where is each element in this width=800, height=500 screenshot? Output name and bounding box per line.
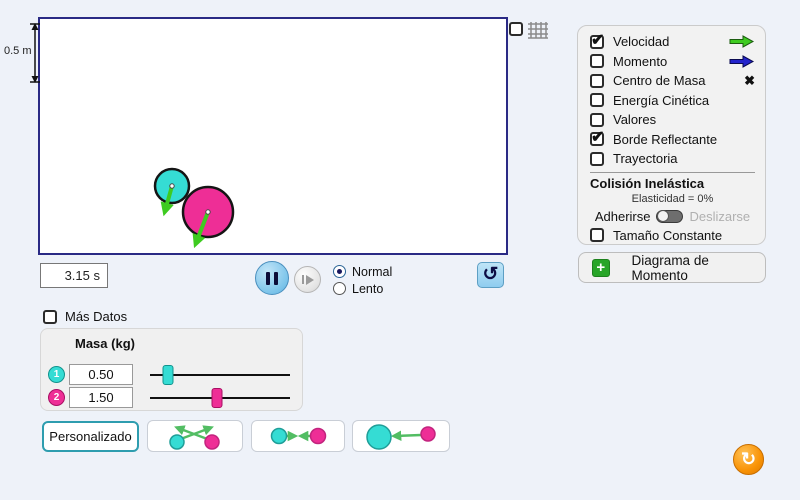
checkbox-row-kinetic-energy[interactable]: Energía Cinética — [590, 91, 755, 111]
elasticity-readout: Elasticidad = 0% — [631, 192, 714, 205]
step-forward-icon — [301, 275, 304, 284]
toggle-knob[interactable] — [657, 210, 670, 222]
kinetic-energy-label: Energía Cinética — [613, 92, 710, 108]
mass-panel-title: Masa (kg) — [75, 336, 135, 351]
kinetic-energy-checkbox[interactable] — [590, 93, 604, 108]
ruler-label: 0.5 m — [4, 45, 32, 57]
center-of-mass-checkbox[interactable] — [590, 73, 604, 88]
pause-icon — [266, 271, 270, 285]
checkbox-row-momentum[interactable]: Momento — [590, 52, 755, 72]
ruler-arrow-icon — [30, 23, 40, 83]
ball-2-badge: 2 — [48, 389, 65, 406]
speed-radio-group: Normal Lento — [333, 263, 392, 297]
ball-2-center-marker — [205, 209, 211, 215]
constant-size-label: Tamaño Constante — [613, 227, 723, 243]
path-label: Trayectoria — [613, 151, 678, 167]
grid-checkbox[interactable] — [509, 22, 523, 36]
momentum-label: Momento — [613, 53, 668, 69]
momentum-diagram-label: Diagrama de Momento — [631, 252, 709, 283]
mass-1-value-field[interactable]: 0.50 — [69, 364, 133, 385]
grid-icon — [528, 22, 548, 39]
checkbox-row-constant-size[interactable]: Tamaño Constante — [590, 226, 755, 246]
checkbox-row-reflecting-border[interactable]: Borde Reflectante — [590, 127, 755, 150]
speed-option-slow[interactable]: Lento — [333, 280, 392, 297]
center-of-mass-label: Centro de Masa — [613, 73, 706, 89]
normal-label: Normal — [352, 264, 393, 279]
momentum-arrow-icon — [729, 54, 755, 68]
restart-icon: ↺ — [482, 263, 499, 285]
mass-2-value-field[interactable]: 1.50 — [69, 387, 133, 408]
preset-crossing-button[interactable] — [147, 420, 243, 452]
ball-1-center-marker — [169, 183, 175, 189]
preset-head-on-button[interactable] — [251, 420, 345, 452]
checkbox-row-velocity[interactable]: Velocidad — [590, 30, 755, 52]
slow-label: Lento — [352, 281, 384, 296]
slow-radio[interactable] — [333, 282, 346, 295]
preset-rear-end-button[interactable] — [352, 420, 450, 452]
reset-all-button[interactable]: ↻ — [733, 444, 764, 475]
preset-custom-button[interactable]: Personalizado — [42, 421, 139, 452]
slip-label: Deslizarse — [689, 208, 751, 224]
plus-icon: + — [592, 258, 610, 277]
more-data-label: Más Datos — [65, 309, 128, 324]
velocity-checkbox[interactable] — [590, 30, 604, 50]
control-panel: Velocidad Momento Centro de Masa ✖ Energ… — [577, 25, 766, 245]
mass-1-slider — [150, 365, 290, 385]
head-on-balls-icon — [270, 427, 327, 445]
pause-button[interactable] — [255, 261, 289, 295]
values-checkbox[interactable] — [590, 112, 604, 127]
x-mark-icon: ✖ — [744, 72, 755, 88]
more-data-row[interactable]: Más Datos — [43, 309, 127, 324]
crossing-balls-icon — [169, 425, 220, 450]
rear-end-balls-icon — [366, 424, 436, 450]
reset-all-icon: ↻ — [740, 448, 757, 469]
mass-2-slider-handle[interactable] — [211, 388, 223, 408]
normal-radio[interactable] — [333, 265, 346, 278]
checkbox-row-path[interactable]: Trayectoria — [590, 149, 755, 169]
ball-1-badge: 1 — [48, 366, 65, 383]
step-forward-button[interactable] — [294, 266, 321, 293]
velocity-arrow-ball-2[interactable] — [192, 211, 210, 249]
velocity-arrow-ball-1[interactable] — [160, 185, 174, 217]
stick-slip-toggle-row: Adherirse Deslizarse — [590, 207, 755, 226]
path-checkbox[interactable] — [590, 151, 604, 166]
panel-divider — [590, 171, 755, 173]
time-readout: 3.15 s — [40, 263, 108, 288]
mass-1-slider-handle[interactable] — [162, 365, 174, 385]
values-label: Valores — [613, 112, 657, 128]
more-data-checkbox[interactable] — [43, 309, 57, 324]
mass-2-slider — [150, 388, 290, 408]
balls-layer — [153, 167, 235, 249]
checkbox-row-center-of-mass[interactable]: Centro de Masa ✖ — [590, 71, 755, 91]
velocity-arrow-icon — [729, 35, 755, 49]
slider-track[interactable] — [150, 374, 290, 376]
speed-option-normal[interactable]: Normal — [333, 263, 392, 280]
checkbox-row-values[interactable]: Valores — [590, 110, 755, 130]
velocity-label: Velocidad — [613, 34, 670, 50]
restart-button[interactable]: ↺ — [477, 262, 504, 288]
stick-slip-toggle[interactable] — [656, 209, 684, 223]
reflecting-border-checkbox[interactable] — [590, 127, 604, 147]
momentum-checkbox[interactable] — [590, 54, 604, 69]
constant-size-checkbox[interactable] — [590, 228, 604, 243]
custom-label: Personalizado — [49, 429, 132, 444]
stick-label: Adherirse — [594, 208, 651, 224]
inelastic-collision-title: Colisión Inelástica — [590, 175, 705, 191]
simulation-play-area — [38, 17, 508, 255]
momentum-diagram-button[interactable]: + Diagrama de Momento — [578, 252, 766, 283]
reflecting-border-label: Borde Reflectante — [613, 131, 718, 147]
